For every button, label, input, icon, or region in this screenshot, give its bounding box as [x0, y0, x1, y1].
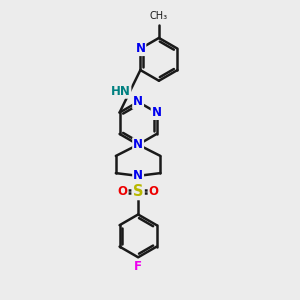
Text: N: N	[133, 138, 143, 151]
Text: O: O	[148, 185, 159, 198]
Text: F: F	[134, 260, 142, 273]
Text: N: N	[152, 106, 162, 119]
Text: N: N	[133, 169, 143, 182]
Text: N: N	[133, 95, 143, 108]
Text: O: O	[118, 185, 128, 198]
Text: N: N	[135, 42, 146, 55]
Text: CH₃: CH₃	[150, 11, 168, 21]
Text: S: S	[133, 184, 143, 199]
Text: HN: HN	[110, 85, 130, 98]
